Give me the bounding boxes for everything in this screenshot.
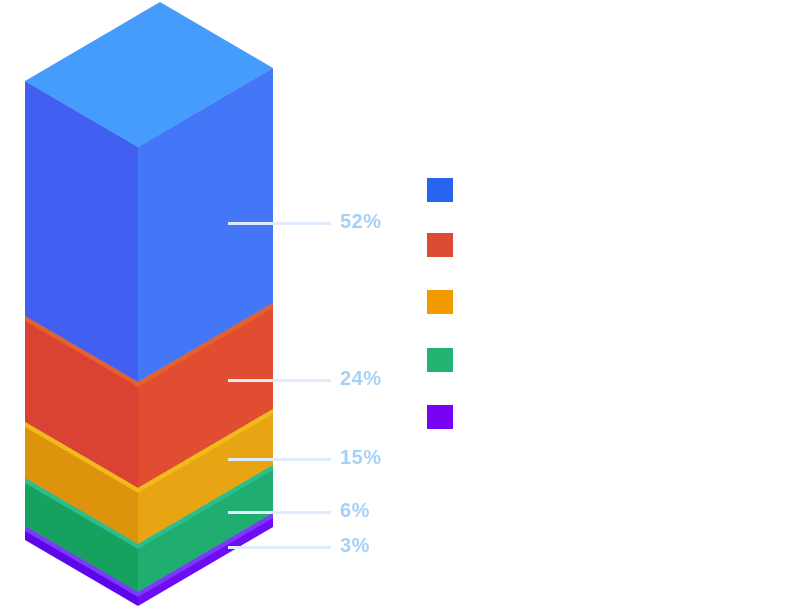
leader-line-blue xyxy=(228,222,331,225)
segment-green-rim-left xyxy=(25,478,138,549)
segment-green-right-face xyxy=(138,465,273,592)
segment-green-rim-right xyxy=(138,465,273,549)
segment-purple-rim-right xyxy=(138,513,273,597)
percent-label-orange: 15% xyxy=(340,447,382,469)
segment-blue-right-face xyxy=(138,68,273,382)
leader-line-purple xyxy=(228,546,331,549)
segment-orange-rim-right xyxy=(138,409,273,493)
segment-green-left-face xyxy=(25,478,138,592)
segment-blue-left-face xyxy=(25,81,138,382)
legend-swatch-green xyxy=(427,348,453,372)
segment-red-right-face xyxy=(138,303,273,488)
segment-purple-rim-left xyxy=(25,526,138,597)
percent-label-green: 6% xyxy=(340,500,370,522)
leader-line-red xyxy=(228,379,331,382)
segment-orange-right-face xyxy=(138,409,273,544)
percent-label-purple: 3% xyxy=(340,535,370,557)
legend-swatch-red xyxy=(427,233,453,257)
segment-blue-top-face xyxy=(25,2,273,147)
legend-swatch-blue xyxy=(427,178,453,202)
percent-label-red: 24% xyxy=(340,368,382,390)
legend-swatch-purple xyxy=(427,405,453,429)
leader-line-green xyxy=(228,511,331,514)
legend-swatch-orange xyxy=(427,290,453,314)
segment-red-rim-right xyxy=(138,303,273,387)
leader-line-orange xyxy=(228,458,331,461)
legend xyxy=(427,0,457,610)
segment-red-rim-left xyxy=(25,316,138,387)
segment-orange-left-face xyxy=(25,422,138,544)
segment-orange-rim-left xyxy=(25,422,138,493)
segment-red-left-face xyxy=(25,316,138,488)
percent-label-blue: 52% xyxy=(340,211,382,233)
